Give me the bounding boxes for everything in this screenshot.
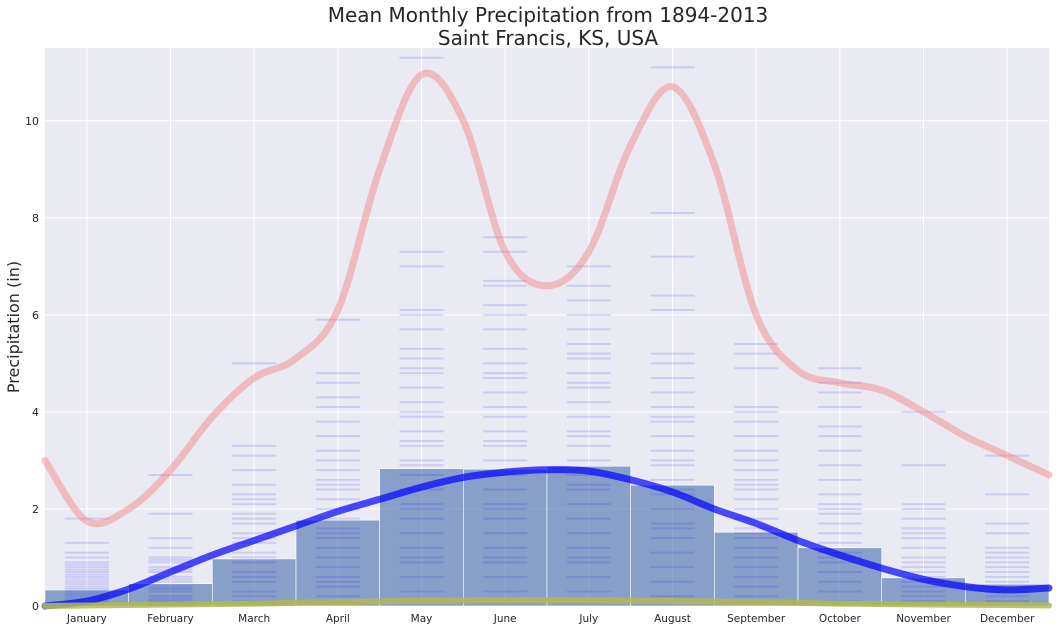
bar-may	[379, 468, 464, 607]
chart-subtitle: Saint Francis, KS, USA	[438, 26, 659, 50]
x-tick-label: April	[326, 613, 350, 625]
y-tick-label: 0	[32, 600, 39, 613]
x-tick-label: February	[147, 613, 194, 625]
x-tick-label: July	[578, 613, 598, 625]
x-tick-label: November	[896, 613, 951, 625]
y-tick-label: 10	[25, 115, 39, 128]
y-axis-label: Precipitation (in)	[4, 261, 23, 393]
series-lines-group	[41, 69, 1053, 610]
bars-group	[44, 465, 1050, 607]
x-tick-label: June	[493, 613, 517, 625]
y-tick-labels: 0 2 4 6 8 10	[25, 115, 39, 613]
x-tick-label: October	[819, 613, 862, 625]
line-max	[41, 69, 1053, 528]
bar-june	[463, 468, 548, 607]
y-tick-label: 4	[32, 406, 39, 419]
x-tick-label: August	[654, 613, 691, 625]
x-tick-label: January	[66, 613, 107, 625]
y-tick-label: 6	[32, 309, 39, 322]
x-tick-label: December	[980, 613, 1035, 625]
bar-july	[546, 465, 631, 607]
x-tick-labels: January February March April May June July Augu…	[66, 613, 1035, 625]
chart-title: Mean Monthly Precipitation from 1894-201…	[328, 3, 769, 27]
x-tick-label: March	[238, 613, 270, 625]
bar-april	[295, 519, 380, 607]
y-tick-label: 8	[32, 212, 39, 225]
x-tick-label: May	[411, 613, 433, 625]
y-tick-label: 2	[32, 503, 39, 516]
line-mean	[41, 466, 1053, 610]
bar-september	[714, 531, 799, 607]
x-tick-label: September	[727, 613, 786, 625]
line-min	[42, 597, 1052, 609]
